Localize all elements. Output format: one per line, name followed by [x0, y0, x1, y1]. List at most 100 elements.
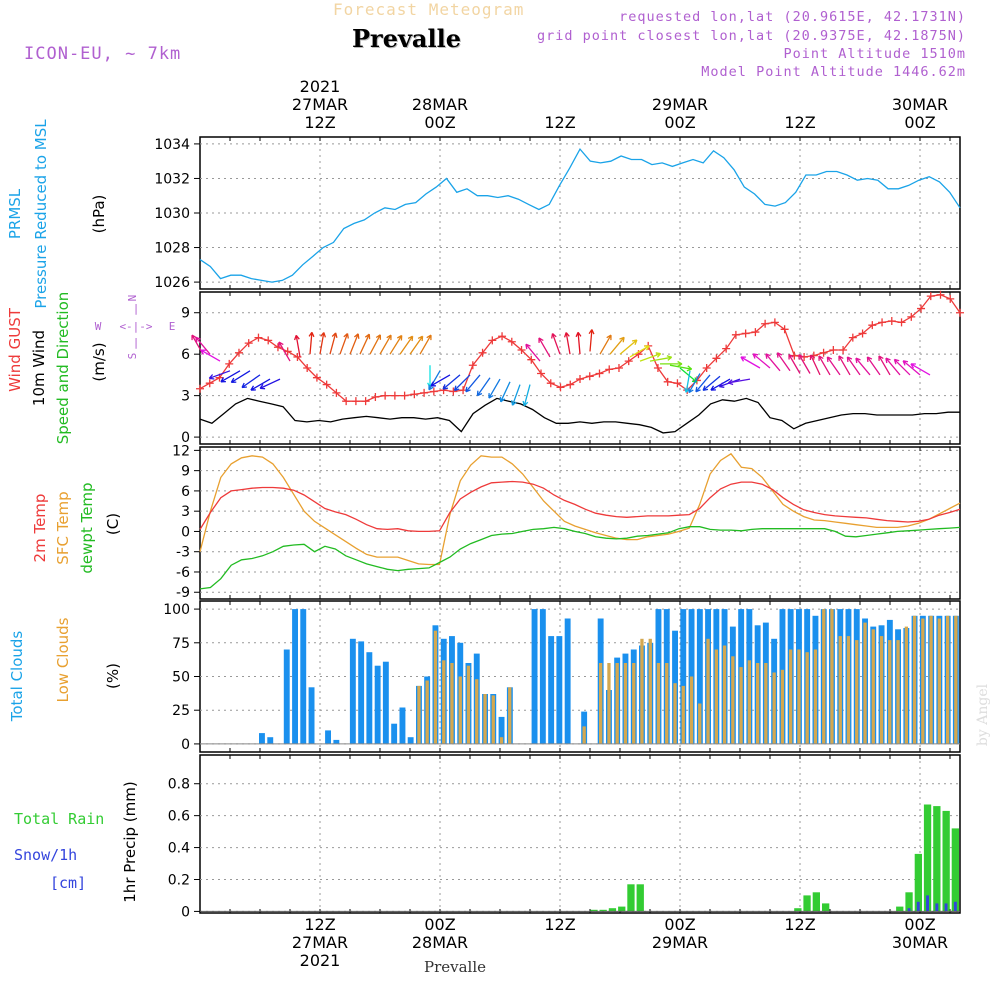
low-cloud-bar [896, 640, 900, 744]
gust-marker [517, 346, 526, 355]
gust-marker [498, 332, 507, 341]
rain-label: Total Rain [14, 810, 104, 828]
low-cloud-bar [756, 663, 760, 744]
gust-marker [312, 373, 321, 382]
snow-bar [953, 901, 957, 912]
closest-gridpoint: grid point closest lon,lat (20.9375E, 42… [536, 28, 966, 44]
total-cloud-bar [680, 609, 687, 744]
wind-direction-arrow [442, 374, 461, 390]
wind-speed-line [199, 397, 960, 434]
rain-bar [923, 804, 932, 912]
gust-marker [371, 393, 380, 402]
gust-marker [624, 357, 633, 366]
low-cloud-bar [442, 660, 446, 744]
low-cloud-bar [731, 656, 735, 744]
wind-direction-arrow [349, 333, 360, 355]
gust-marker [429, 387, 438, 396]
low-cloud-bar [499, 737, 504, 744]
wind-direction-arrow [629, 345, 650, 358]
wind-direction-arrow [339, 333, 349, 355]
y-tick-label: 100 [163, 602, 190, 618]
low-cloud-bar [871, 629, 875, 744]
top-time-label: 27MAR [292, 95, 348, 114]
bottom-time-label: 12Z [544, 915, 575, 934]
low-clouds-label: Low Clouds [54, 617, 72, 702]
wind-direction-arrow [752, 353, 771, 369]
gust-marker [196, 384, 204, 393]
gust-marker [897, 318, 906, 327]
wind-direction-arrow [818, 355, 831, 376]
wind-direction-arrow [195, 336, 211, 355]
y-tick-label: 1030 [154, 206, 190, 222]
wind-direction-arrow [838, 355, 851, 376]
gust-marker [829, 346, 838, 355]
wind-direction-arrow [740, 356, 761, 369]
low-cloud-bar [838, 636, 842, 744]
gust-marker [722, 344, 731, 353]
total-cloud-bar [548, 636, 555, 744]
gust-marker [673, 379, 682, 388]
footer-location: Prevalle [424, 958, 487, 976]
gust-marker [614, 364, 623, 372]
gust-marker [546, 379, 555, 388]
model-altitude: Model Point Altitude 1446.62m [701, 64, 966, 80]
compass-n: N [126, 295, 139, 302]
requested-location: requested lon,lat (20.9615E, 42.1731N) [619, 9, 966, 25]
wind-direction-arrow [660, 360, 683, 367]
low-cloud-bar [491, 695, 495, 744]
total-cloud-bar [539, 609, 546, 744]
total-cloud-bar [531, 609, 538, 744]
precip-unit-label: 1hr Precip (mm) [121, 781, 139, 902]
total-cloud-bar [300, 609, 307, 744]
low-cloud-bar [706, 638, 710, 744]
rain-bar [627, 884, 635, 912]
top-time-label: 12Z [304, 113, 335, 132]
low-cloud-bar [797, 649, 801, 744]
snow-bar [935, 903, 939, 912]
watermark: by Angel [975, 683, 991, 747]
gust-marker [205, 379, 214, 388]
total-clouds-label: Total Clouds [8, 631, 26, 723]
total-cloud-bar [556, 636, 563, 744]
dewpoint-line [199, 526, 961, 590]
total-cloud-bar [407, 737, 414, 744]
y-tick-label: 1026 [154, 275, 190, 291]
wind-direction-arrow [488, 378, 501, 399]
gust-marker [468, 361, 477, 370]
rain-bar [803, 895, 811, 912]
gust-marker [381, 391, 390, 400]
gust-marker [449, 387, 458, 396]
low-cloud-bar [946, 615, 950, 744]
gust-marker [273, 343, 282, 352]
wind-direction-arrow [798, 353, 811, 374]
low-cloud-bar [508, 687, 512, 744]
total-cloud-bar [382, 661, 389, 744]
rain-bar [905, 892, 913, 912]
wind-direction-arrow [319, 332, 327, 355]
gust-marker [878, 318, 887, 327]
y-tick-label: 1028 [154, 241, 190, 257]
low-cloud-bar [450, 663, 454, 744]
wind-direction-arrow [688, 373, 701, 394]
gust-marker [770, 318, 779, 327]
total-cloud-bar [374, 665, 381, 744]
gust-marker [653, 364, 662, 372]
snow-bar [944, 903, 948, 912]
y-tick-label: -3 [176, 545, 190, 561]
wind-direction-arrow [430, 374, 451, 387]
gust-marker [819, 348, 828, 357]
wind-direction-arrow [649, 355, 673, 362]
2m-temp-label: 2m Temp [31, 494, 49, 563]
rain-bar [914, 853, 922, 912]
rain-bar [618, 906, 626, 912]
clouds-panel: 0 25 50 75 100 [163, 600, 961, 753]
bottom-time-label: 00Z [664, 915, 695, 934]
gust-marker [264, 336, 273, 345]
wind-direction-arrow [453, 374, 471, 392]
low-cloud-bar [789, 649, 793, 744]
gust-marker [361, 397, 370, 406]
low-cloud-bar [656, 663, 661, 744]
rain-bar [636, 884, 644, 912]
low-cloud-bar [863, 622, 867, 744]
precip-frame [199, 754, 961, 914]
